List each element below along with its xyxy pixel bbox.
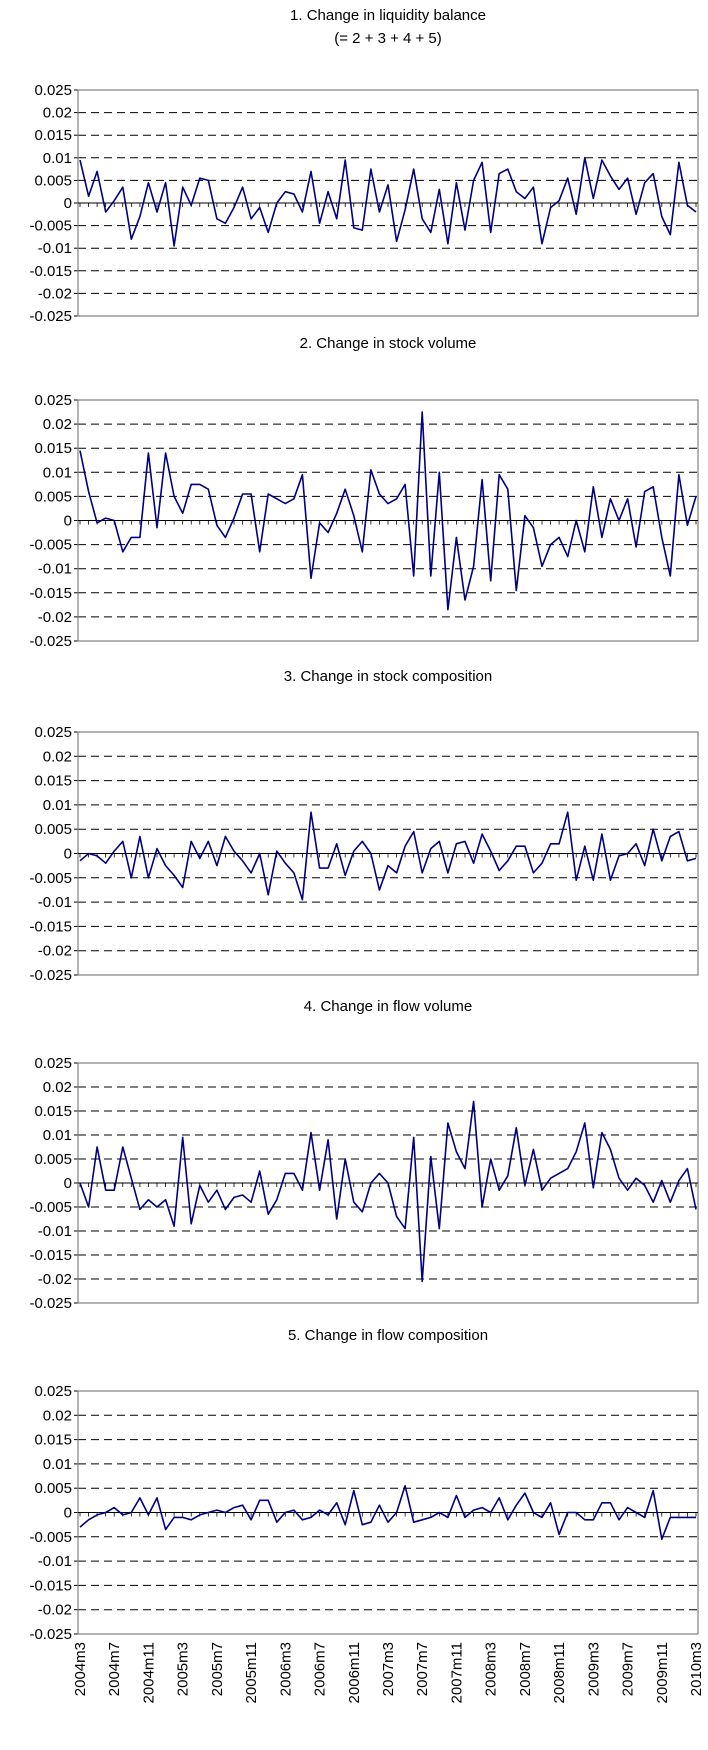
y-tick-label: 0.02: [43, 748, 72, 765]
chart-title: 4. Change in flow volume: [304, 998, 472, 1015]
x-tick-label: 2007m3: [380, 1642, 397, 1696]
series-line: [79, 811, 697, 901]
y-tick-label: 0.015: [34, 1432, 72, 1449]
y-tick-label: -0.025: [29, 967, 72, 984]
y-tick-label: -0.015: [29, 585, 72, 602]
y-tick-label: -0.005: [29, 1199, 72, 1216]
y-tick-label: 0.005: [34, 1151, 72, 1168]
y-tick-label: 0.02: [43, 1407, 72, 1424]
y-tick-label: 0.01: [43, 464, 72, 481]
y-tick-label: 0.02: [43, 416, 72, 433]
x-tick-label: 2008m3: [483, 1642, 500, 1696]
x-tick-label: 2006m7: [312, 1642, 329, 1696]
y-tick-label: 0.025: [34, 1055, 72, 1072]
y-tick-label: -0.01: [38, 1223, 72, 1240]
y-tick-label: 0.02: [43, 105, 72, 122]
y-tick-label: -0.005: [29, 537, 72, 554]
x-tick-label: 2007m7: [414, 1642, 431, 1696]
chart-panel-5: 5. Change in flow composition 0.025 0.02 0.…: [29, 1327, 705, 1703]
y-tick-label: -0.005: [29, 1529, 72, 1546]
y-tick-label: -0.015: [29, 263, 72, 280]
y-tick-label: 0.015: [34, 1103, 72, 1120]
y-tick-label: 0: [64, 1505, 72, 1522]
y-tick-label: -0.02: [38, 285, 72, 302]
x-tick-label: 2005m3: [175, 1642, 192, 1696]
x-tick-label: 2008m7: [517, 1642, 534, 1696]
x-tick-label: 2006m3: [277, 1642, 294, 1696]
y-tick-label: 0.01: [43, 797, 72, 814]
y-tick-label: 0: [64, 846, 72, 863]
y-tick-label: 0.02: [43, 1079, 72, 1096]
y-tick-label: 0.025: [34, 392, 72, 409]
y-tick-label: -0.01: [38, 894, 72, 911]
x-tick-label: 2004m7: [106, 1642, 123, 1696]
y-tick-label: 0.005: [34, 1480, 72, 1497]
y-tick-label: -0.02: [38, 1602, 72, 1619]
y-tick-label: 0.01: [43, 150, 72, 167]
chart-panel-3: 3. Change in stock composition 0.025 0.02 0…: [29, 668, 699, 984]
chart-title: 2. Change in stock volume: [300, 335, 477, 352]
y-tick-label: 0.015: [34, 127, 72, 144]
chart-subtitle: (= 2 + 3 + 4 + 5): [334, 30, 442, 47]
x-tick-label: 2005m11: [243, 1642, 260, 1703]
y-tick-label: -0.02: [38, 1271, 72, 1288]
y-tick-label: -0.025: [29, 1626, 72, 1643]
chart-panel-4: 4. Change in flow volume 0.025 0.02 0.015 0.…: [29, 998, 699, 1312]
y-tick-label: -0.005: [29, 218, 72, 235]
y-tick-label: -0.02: [38, 943, 72, 960]
x-tick-label: 2005m7: [209, 1642, 226, 1696]
chart-title: 1. Change in liquidity balance: [290, 7, 486, 24]
x-tick-label: 2009m11: [654, 1642, 671, 1703]
y-tick-label: 0.005: [34, 821, 72, 838]
y-tick-label: -0.015: [29, 1247, 72, 1264]
y-tick-label: -0.005: [29, 870, 72, 887]
y-tick-label: -0.02: [38, 609, 72, 626]
y-tick-label: 0: [64, 513, 72, 530]
x-tick-label: 2009m3: [585, 1642, 602, 1696]
y-tick-label: 0: [64, 1175, 72, 1192]
series-line: [79, 157, 697, 247]
x-tick-label: 2010m3: [688, 1642, 705, 1696]
y-tick-label: 0.005: [34, 488, 72, 505]
x-tick-label: 2004m11: [140, 1642, 157, 1703]
chart-panel-1: 1. Change in liquidity balance (= 2 + 3 +…: [29, 7, 699, 325]
y-tick-label: -0.025: [29, 1295, 72, 1312]
x-tick-label: 2004m3: [72, 1642, 89, 1696]
series-line: [79, 1100, 697, 1283]
y-tick-label: -0.01: [38, 561, 72, 578]
y-tick-label: -0.01: [38, 1553, 72, 1570]
y-tick-label: 0.01: [43, 1456, 72, 1473]
y-tick-label: 0.015: [34, 773, 72, 790]
y-tick-label: -0.01: [38, 240, 72, 257]
y-tick-label: -0.025: [29, 633, 72, 650]
chart-panel-2: 2. Change in stock volume 0.025 0.02 0.015 0…: [29, 335, 699, 650]
x-tick-label: 2006m11: [346, 1642, 363, 1703]
y-tick-label: 0.01: [43, 1127, 72, 1144]
y-tick-label: -0.025: [29, 308, 72, 325]
y-tick-label: 0.005: [34, 172, 72, 189]
series-line: [79, 1485, 696, 1540]
y-tick-label: 0.015: [34, 440, 72, 457]
y-tick-label: 0.025: [34, 724, 72, 741]
y-tick-label: 0.025: [34, 1383, 72, 1400]
chart-title: 3. Change in stock composition: [284, 668, 492, 685]
x-tick-label: 2008m11: [551, 1642, 568, 1703]
series-line: [79, 411, 697, 611]
y-tick-label: 0: [64, 195, 72, 212]
x-tick-label: 2007m11: [448, 1642, 465, 1703]
chart-title: 5. Change in flow composition: [288, 1327, 488, 1344]
y-tick-label: 0.025: [34, 82, 72, 99]
y-tick-label: -0.015: [29, 918, 72, 935]
x-tick-label: 2009m7: [620, 1642, 637, 1696]
y-tick-label: -0.015: [29, 1577, 72, 1594]
